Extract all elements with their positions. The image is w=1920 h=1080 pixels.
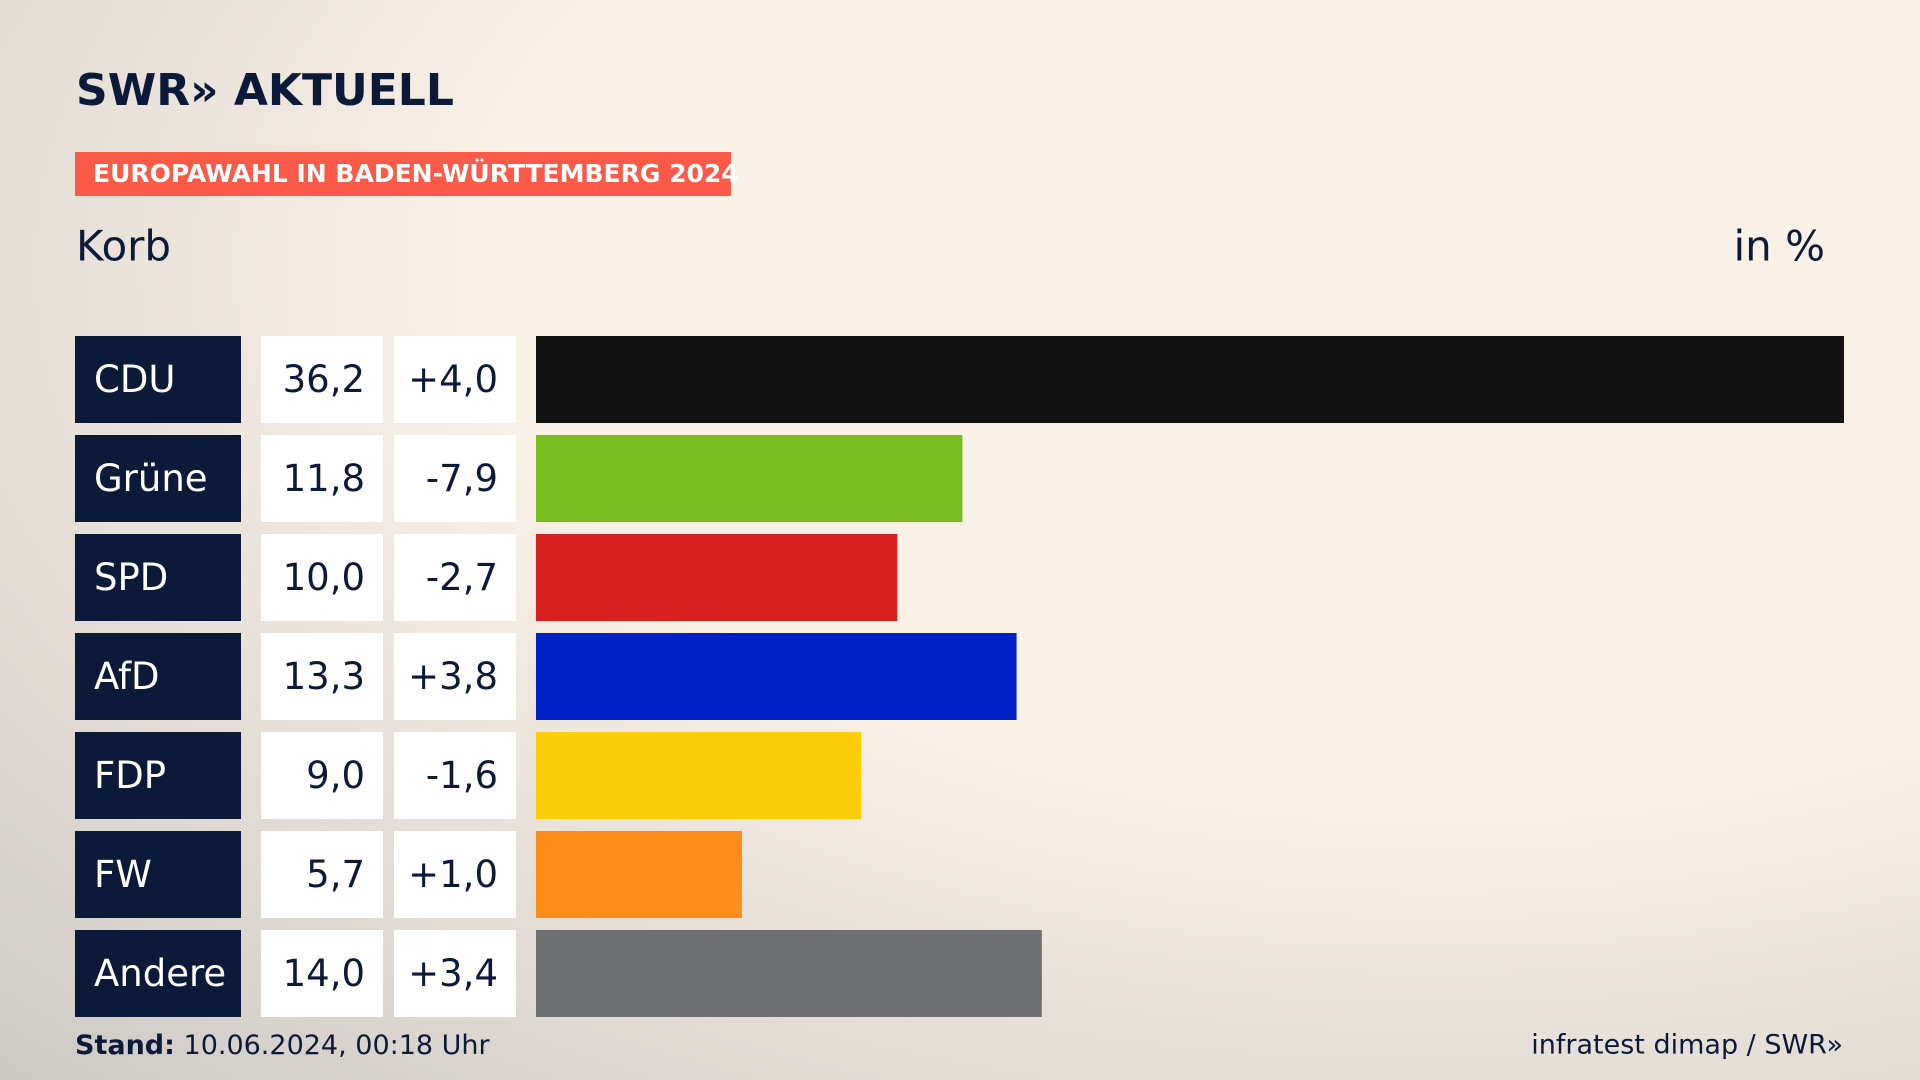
label-box (75, 633, 241, 720)
value-box (261, 732, 383, 819)
change-label: +3,4 (408, 952, 498, 995)
change-label: -2,7 (426, 556, 498, 599)
bar (536, 831, 742, 918)
footer-date: 10.06.2024, 00:18 Uhr (184, 1030, 491, 1061)
value-label: 36,2 (283, 358, 365, 401)
change-label: +3,8 (408, 655, 498, 698)
bar (536, 930, 1042, 1017)
change-box (394, 534, 516, 621)
unit: in % (1733, 222, 1825, 271)
value-box (261, 534, 383, 621)
bar (536, 534, 898, 621)
change-label: -1,6 (426, 754, 498, 797)
label-box (75, 336, 241, 423)
category-label: Grüne (94, 457, 208, 500)
change-label: -7,9 (426, 457, 498, 500)
value-box (261, 633, 383, 720)
value-label: 11,8 (283, 457, 365, 500)
value-label: 5,7 (306, 853, 365, 896)
value-label: 14,0 (283, 952, 365, 995)
badge-bg (75, 152, 731, 196)
footer-label: Stand: (75, 1030, 175, 1061)
label-box (75, 435, 241, 522)
value-box (261, 831, 383, 918)
category-label: CDU (94, 358, 175, 401)
change-label: +1,0 (408, 853, 498, 896)
category-label: Andere (94, 952, 226, 995)
change-box (394, 732, 516, 819)
change-box (394, 435, 516, 522)
value-label: 9,0 (306, 754, 365, 797)
value-label: 10,0 (283, 556, 365, 599)
bar (536, 633, 1017, 720)
bar (536, 732, 862, 819)
chart-title: Korb (76, 222, 171, 271)
change-box (394, 831, 516, 918)
value-label: 13,3 (283, 655, 365, 698)
change-box (394, 930, 516, 1017)
value-box (261, 336, 383, 423)
source: infratest dimap / SWR» (1531, 1030, 1843, 1061)
category-label: FDP (94, 754, 166, 797)
change-label: +4,0 (408, 358, 498, 401)
label-box (75, 732, 241, 819)
value-box (261, 930, 383, 1017)
label-box (75, 930, 241, 1017)
footer: Stand: 10.06.2024, 00:18 Uhr (75, 1030, 491, 1061)
badge: EUROPAWAHL IN BADEN-WÜRTTEMBERG 2024 (93, 158, 739, 188)
category-label: AfD (94, 655, 160, 698)
change-box (394, 336, 516, 423)
label-box (75, 534, 241, 621)
category-label: SPD (94, 556, 168, 599)
brand: SWR» AKTUELL (76, 65, 454, 116)
label-box (75, 831, 241, 918)
category-label: FW (94, 853, 152, 896)
value-box (261, 435, 383, 522)
bar (536, 336, 1844, 423)
change-box (394, 633, 516, 720)
bar (536, 435, 963, 522)
